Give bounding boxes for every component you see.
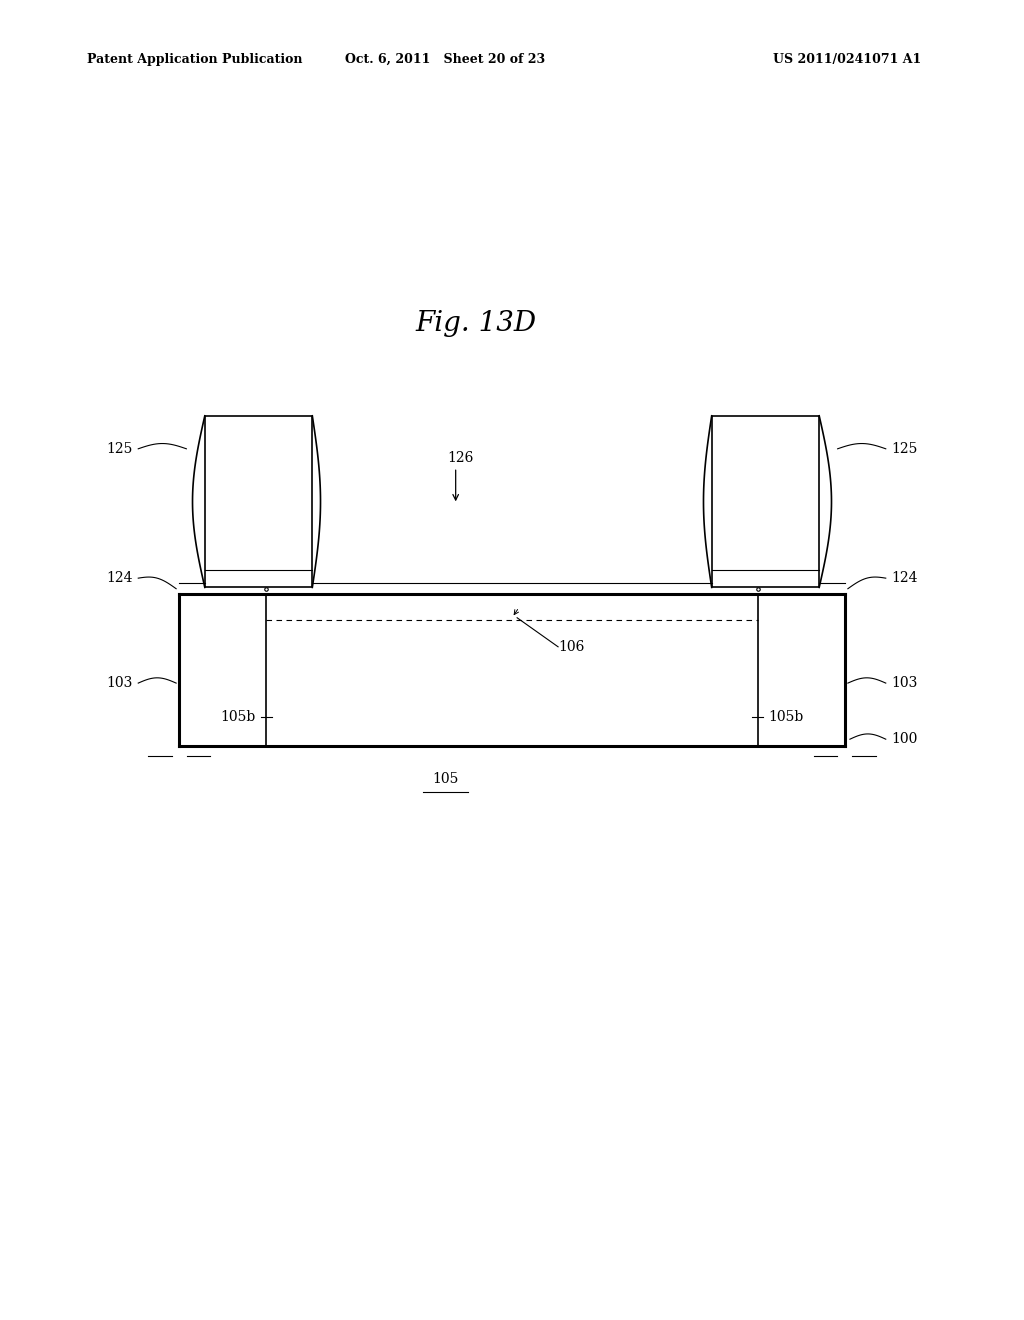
Text: 103: 103 (891, 676, 918, 690)
Text: Oct. 6, 2011   Sheet 20 of 23: Oct. 6, 2011 Sheet 20 of 23 (345, 53, 546, 66)
Text: 124: 124 (891, 572, 918, 585)
Text: 125: 125 (106, 442, 133, 455)
Text: 103: 103 (106, 676, 133, 690)
Text: Fig. 13D: Fig. 13D (416, 310, 537, 337)
Text: 105b: 105b (221, 710, 256, 723)
Text: 106: 106 (558, 640, 585, 653)
Bar (205, 416, 312, 587)
Text: 105: 105 (432, 772, 459, 785)
Text: 105b: 105b (768, 710, 803, 723)
Text: US 2011/0241071 A1: US 2011/0241071 A1 (773, 53, 922, 66)
Bar (712, 416, 819, 587)
Text: 126: 126 (447, 450, 474, 465)
Text: 100: 100 (891, 733, 918, 746)
Text: Patent Application Publication: Patent Application Publication (87, 53, 302, 66)
Text: 124: 124 (106, 572, 133, 585)
Text: 125: 125 (891, 442, 918, 455)
